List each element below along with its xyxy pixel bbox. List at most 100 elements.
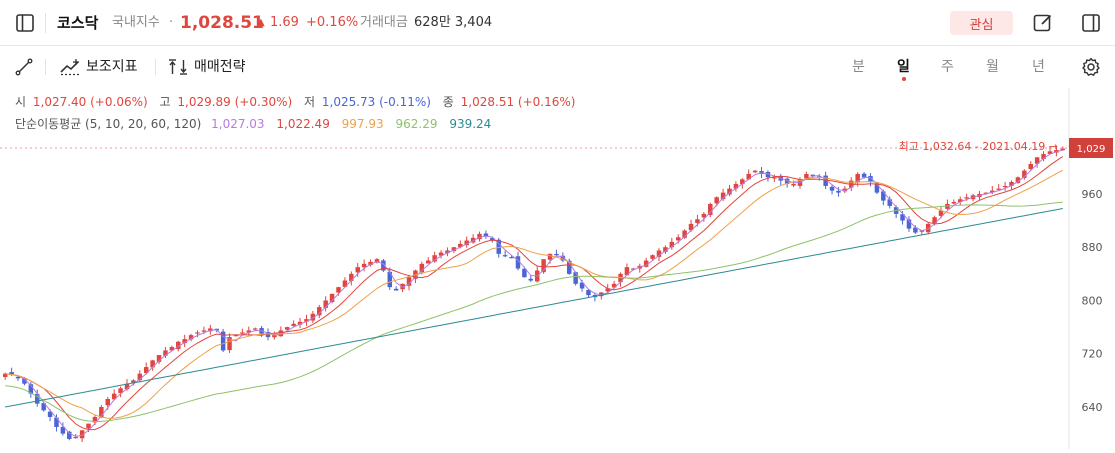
candle-body [990, 190, 995, 193]
strategy-button[interactable]: 매매전략 [166, 46, 256, 88]
candle-body [861, 173, 867, 178]
candle-body [842, 188, 848, 192]
candle-body [464, 240, 469, 246]
candle-body [233, 335, 239, 337]
candle-body [438, 252, 444, 256]
candle-body [451, 247, 457, 252]
favorite-button[interactable]: 관심 [950, 11, 1013, 35]
candle-body [957, 199, 963, 203]
indicator-button[interactable]: 보조지표 [58, 46, 144, 88]
tab-month[interactable]: 월 [986, 59, 999, 75]
candle-body [342, 280, 348, 287]
candle-body [284, 327, 290, 330]
candle-body [599, 292, 604, 297]
ma5-value: 1,027.03 [211, 117, 265, 131]
candle-body [240, 332, 245, 334]
settings-gear-icon[interactable] [1080, 56, 1102, 78]
high-annotation: 최고 1,032.64 - 2021.04.19 → [899, 140, 1058, 153]
candle-body [502, 255, 508, 257]
candle-body [60, 426, 66, 434]
candle-body [188, 335, 194, 340]
high-value: 1,029.89 (+0.30%) [177, 95, 293, 109]
candle-body [573, 272, 578, 284]
candle-body [567, 260, 572, 274]
panel-toggle-icon[interactable] [1080, 12, 1102, 34]
candle-body [73, 436, 78, 439]
ma120-value: 939.24 [449, 117, 492, 131]
candle-body [297, 321, 303, 325]
draw-line-icon[interactable] [14, 57, 34, 77]
candle-body [22, 378, 27, 384]
candle-body [1022, 170, 1027, 178]
candle-body [874, 183, 880, 193]
candle-body [35, 393, 40, 404]
candle-body [509, 257, 514, 259]
candle-body [150, 360, 155, 368]
candle-body [329, 293, 335, 303]
candle-body [919, 230, 925, 232]
period-tabs: 분 일 주 월 년 [840, 46, 1060, 88]
candle-body [695, 219, 700, 224]
candle-body [714, 197, 719, 204]
candle-body [317, 307, 322, 316]
close-value: 1,028.51 (+0.16%) [460, 95, 576, 109]
tab-minute[interactable]: 분 [852, 59, 865, 75]
tab-year[interactable]: 년 [1032, 59, 1045, 75]
candle-body [605, 288, 610, 292]
candle-body [54, 417, 59, 427]
candle-body [163, 350, 168, 356]
toolbar-divider [45, 59, 46, 75]
candle-body [304, 319, 309, 322]
candle-body [925, 223, 931, 233]
ma60-line [5, 201, 1063, 423]
candle-body [355, 267, 360, 273]
candle-body [400, 283, 405, 290]
candle-body [2, 373, 8, 378]
close-label: 종 [442, 95, 454, 109]
candle-body [176, 341, 181, 350]
candle-body [1002, 185, 1008, 188]
ohlc-legend: 시 1,027.40 (+0.06%) 고 1,029.89 (+0.30%) … [15, 93, 575, 110]
candle-body [554, 253, 559, 256]
price-change: 1.69 [270, 15, 299, 30]
chart-canvas[interactable]: 640 720 800 880 960 1,029 최고 1,032.64 - 2021.0… [0, 88, 1115, 449]
candle-body [900, 214, 905, 221]
memo-edit-icon[interactable] [1032, 12, 1054, 34]
candle-body [374, 259, 380, 263]
candle-body [99, 407, 104, 418]
sidebar-toggle-icon[interactable] [14, 12, 36, 34]
candle-body [746, 173, 751, 180]
ma60-value: 962.29 [395, 117, 438, 131]
candle-body [490, 237, 495, 241]
candle-body [522, 268, 527, 278]
candle-body [701, 213, 707, 218]
candle-body [381, 260, 386, 271]
candle-body [368, 261, 373, 265]
candle-body [336, 287, 341, 293]
candle-body [669, 241, 675, 248]
candle-body [1041, 153, 1046, 160]
candle-body [227, 337, 232, 351]
ma10-line [5, 156, 1064, 431]
tab-day[interactable]: 일 [897, 59, 910, 75]
candle-body [406, 277, 412, 286]
candlestick-chart[interactable]: 640 720 800 880 960 1,029 최고 1,032.64 - 2021.0… [0, 88, 1115, 449]
candle-body [432, 255, 437, 262]
candle-body [983, 192, 989, 194]
candle-body [361, 263, 367, 268]
y-tick-label: 640 [1082, 401, 1103, 414]
ma10-value: 1,022.49 [276, 117, 330, 131]
volume-value: 628만 3,404 [414, 15, 493, 30]
candle-body [643, 260, 649, 267]
chart-toolbar: 보조지표 매매전략 분 일 주 월 년 [0, 46, 1115, 88]
candle-body [541, 259, 546, 273]
candle-body [611, 283, 617, 288]
indicator-label: 보조지표 [86, 59, 138, 75]
tab-week[interactable]: 주 [941, 59, 954, 75]
candle-body [47, 411, 53, 417]
candle-body [1009, 181, 1014, 186]
candle-body [631, 268, 636, 270]
title-separator: · [169, 15, 174, 30]
candle-body [182, 339, 187, 344]
candle-body [804, 173, 809, 179]
